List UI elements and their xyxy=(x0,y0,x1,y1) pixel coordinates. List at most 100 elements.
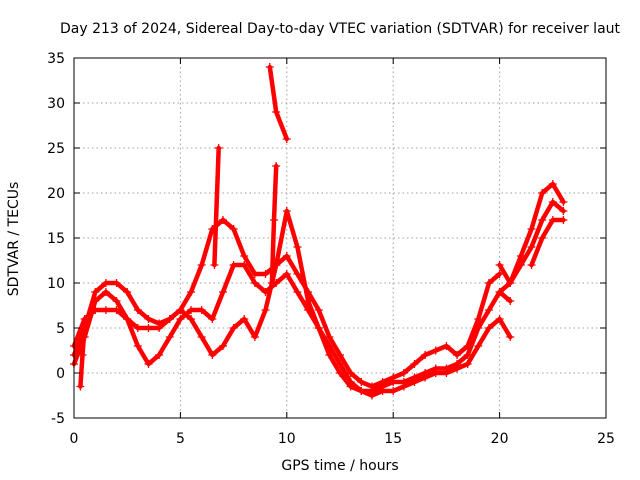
x-tick-label: 25 xyxy=(597,431,615,447)
data-point xyxy=(112,297,121,305)
data-point xyxy=(250,279,259,287)
data-point xyxy=(336,360,344,368)
data-point xyxy=(133,324,142,332)
data-point xyxy=(240,261,249,269)
data-point xyxy=(548,180,557,188)
data-point xyxy=(474,342,483,350)
data-point xyxy=(538,189,547,197)
tick-layer: 0 5 10 15 20 25 -5 0 5 10 15 20 25 30 35 xyxy=(47,51,615,447)
y-tick-label: 35 xyxy=(47,51,65,67)
series-trace xyxy=(71,217,502,389)
data-point xyxy=(442,369,451,377)
data-point xyxy=(101,306,110,314)
data-point xyxy=(346,369,355,377)
data-point xyxy=(442,342,451,350)
series-arc-3 xyxy=(70,207,515,400)
data-point xyxy=(336,369,344,377)
y-tick-label: 5 xyxy=(56,321,65,337)
series-spike-2 xyxy=(265,63,291,143)
data-point xyxy=(506,297,515,305)
data-point xyxy=(165,315,174,323)
data-point xyxy=(76,382,85,391)
x-tick-label: 5 xyxy=(176,431,185,447)
data-point xyxy=(91,306,100,314)
data-point xyxy=(133,306,142,314)
data-point xyxy=(495,270,504,278)
data-point xyxy=(399,382,408,391)
data-point xyxy=(474,324,483,332)
data-point xyxy=(187,315,196,323)
data-point xyxy=(78,351,87,359)
data-point xyxy=(187,306,196,314)
chart-title: Day 213 of 2024, Sidereal Day-to-day VTE… xyxy=(60,21,621,37)
series-spike-4 xyxy=(76,324,89,391)
data-point xyxy=(187,288,196,296)
data-point xyxy=(293,243,302,251)
data-point xyxy=(155,351,164,359)
data-point xyxy=(293,270,302,278)
data-point xyxy=(495,261,504,269)
data-point xyxy=(314,324,323,332)
y-axis-label: SDTVAR / TECUs xyxy=(6,182,22,297)
data-point xyxy=(527,261,536,269)
data-point xyxy=(559,198,568,206)
data-point xyxy=(176,315,185,323)
data-point xyxy=(410,378,419,386)
y-tick-label: 25 xyxy=(47,141,65,157)
data-point xyxy=(214,144,223,152)
data-point xyxy=(101,279,110,287)
data-point xyxy=(112,306,121,314)
x-tick-label: 10 xyxy=(278,431,296,447)
data-point xyxy=(421,351,430,359)
data-point xyxy=(538,234,547,242)
data-point xyxy=(210,261,219,269)
data-point xyxy=(123,315,132,323)
y-tick-label: 15 xyxy=(47,231,65,247)
data-point xyxy=(155,324,164,332)
data-point xyxy=(144,360,153,368)
data-point xyxy=(270,216,279,224)
x-tick-label: 15 xyxy=(384,431,402,447)
data-point xyxy=(197,333,206,341)
data-point xyxy=(527,225,536,233)
data-point xyxy=(208,315,217,323)
data-point xyxy=(367,391,376,400)
data-point xyxy=(250,333,259,341)
data-point xyxy=(378,387,387,395)
data-point xyxy=(282,270,291,278)
series-arc-5 xyxy=(495,198,568,296)
y-tick-label: 30 xyxy=(47,96,65,112)
data-point xyxy=(144,324,153,332)
data-point xyxy=(495,288,504,296)
data-point xyxy=(272,162,281,170)
y-tick-label: 0 xyxy=(56,366,65,382)
data-point xyxy=(421,373,430,382)
data-point xyxy=(240,252,249,260)
series-trace xyxy=(529,217,566,268)
data-point xyxy=(357,387,366,395)
data-point xyxy=(282,207,291,215)
x-axis-label: GPS time / hours xyxy=(281,458,398,474)
x-tick-label: 20 xyxy=(491,431,509,447)
data-point xyxy=(282,135,291,143)
data-point xyxy=(516,261,525,269)
data-point xyxy=(176,306,185,314)
series-arc-4 xyxy=(495,180,568,287)
data-point xyxy=(453,364,462,373)
data-point xyxy=(548,216,557,224)
data-point xyxy=(250,270,259,278)
data-point xyxy=(272,108,281,116)
data-point xyxy=(516,252,525,260)
data-point xyxy=(325,351,334,359)
data-point xyxy=(559,207,568,215)
data-point xyxy=(357,378,366,386)
series-arc-6 xyxy=(527,216,568,269)
data-point xyxy=(123,288,132,296)
data-point xyxy=(389,378,398,386)
data-point xyxy=(506,279,515,287)
data-point xyxy=(410,360,419,368)
data-point xyxy=(325,333,334,341)
data-point xyxy=(484,306,493,314)
data-point xyxy=(91,288,100,296)
